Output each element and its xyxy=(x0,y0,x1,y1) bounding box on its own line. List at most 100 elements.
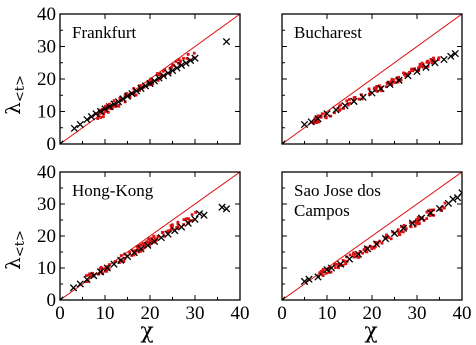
scatter-point xyxy=(182,56,185,60)
series-point xyxy=(195,209,204,218)
scatter-point xyxy=(169,224,173,227)
series-point xyxy=(200,211,208,219)
series-point xyxy=(332,106,340,114)
scatter-point xyxy=(313,116,317,120)
scatter-point xyxy=(389,237,393,241)
scatter-point xyxy=(113,260,117,263)
series-point xyxy=(92,110,100,118)
scatter-point xyxy=(441,205,444,209)
scatter-point xyxy=(169,228,173,232)
series-markers xyxy=(60,37,231,144)
series-point xyxy=(101,105,109,113)
series-point xyxy=(60,140,64,144)
x-tick-label: 40 xyxy=(453,303,472,324)
scatter-point xyxy=(149,79,153,83)
chart-panel-1: 0 10 20 30 40 Frankfurt xyxy=(37,4,241,155)
x-tick-label: 10 xyxy=(318,303,337,324)
scatter-point xyxy=(402,223,406,227)
scatter-point xyxy=(147,240,151,244)
scatter-point xyxy=(392,78,395,82)
series-point xyxy=(137,84,145,93)
scatter-point xyxy=(179,59,182,63)
scatter-point xyxy=(348,101,352,105)
scatter-point xyxy=(425,217,429,221)
scatter-point xyxy=(397,231,401,235)
series-point xyxy=(191,54,199,62)
scatter-point xyxy=(357,255,361,259)
scatter-point xyxy=(112,99,116,103)
scatter-point xyxy=(104,110,108,113)
series-point xyxy=(87,113,96,121)
scatter-point xyxy=(128,95,132,99)
y-tick-label: 30 xyxy=(37,194,56,215)
scatter-point xyxy=(155,72,159,75)
series-point xyxy=(218,203,226,211)
scatter-point xyxy=(385,82,389,85)
scatter-point xyxy=(324,271,328,275)
scatter-point xyxy=(107,263,111,266)
x-tick-label: 30 xyxy=(408,303,427,324)
series-point xyxy=(395,76,403,84)
scatter-point xyxy=(138,84,142,88)
series-markers xyxy=(60,203,231,300)
scatter-point xyxy=(151,82,155,86)
series-point xyxy=(184,219,192,227)
scatter-point xyxy=(147,237,150,241)
scatter-point xyxy=(409,225,413,229)
scatter-point xyxy=(418,64,422,68)
series-point xyxy=(345,255,354,263)
scatter-point xyxy=(364,248,367,252)
scatter-point xyxy=(106,265,110,268)
scatter-point xyxy=(158,72,162,76)
scatter-point xyxy=(333,111,336,115)
scatter-point xyxy=(128,251,132,254)
scatter-point xyxy=(103,269,107,273)
y-tick-label: 0 xyxy=(47,134,57,155)
scatter-point xyxy=(156,235,160,238)
series-point xyxy=(404,72,412,80)
series-point xyxy=(435,204,444,213)
scatter-point xyxy=(387,236,391,239)
scatter-point xyxy=(361,251,365,255)
scatter-cloud xyxy=(311,56,441,125)
scatter-point xyxy=(327,271,331,274)
scatter-point xyxy=(318,271,322,275)
series-point xyxy=(83,115,91,124)
scatter-point xyxy=(141,247,145,250)
reference-line xyxy=(60,172,240,300)
scatter-point xyxy=(125,92,128,95)
series-point xyxy=(110,100,118,108)
x-tick-label: 10 xyxy=(96,303,115,324)
scatter-point xyxy=(348,253,352,257)
scatter-point xyxy=(96,117,100,120)
scatter-point xyxy=(177,58,181,61)
scatter-point xyxy=(333,262,337,266)
series-point xyxy=(390,229,399,238)
scatter-point xyxy=(135,245,139,248)
series-point xyxy=(83,275,91,284)
scatter-point xyxy=(430,59,434,63)
reference-line xyxy=(282,172,462,300)
y-axis-label-main: λ xyxy=(1,257,25,270)
series-point xyxy=(282,296,286,300)
panel-title: Hong-Kong xyxy=(72,181,154,200)
scatter-point xyxy=(188,219,192,222)
scatter-point xyxy=(390,83,394,87)
series-point xyxy=(399,224,408,232)
panel-title: Sao Jose dos xyxy=(294,181,381,200)
panel-title: Frankfurt xyxy=(72,23,136,42)
series-point xyxy=(164,69,172,77)
scatter-point xyxy=(84,274,88,278)
scatter-point xyxy=(378,84,381,88)
scatter-point xyxy=(373,245,377,249)
scatter-point xyxy=(375,241,378,245)
scatter-point xyxy=(338,108,342,112)
series-point xyxy=(186,56,195,65)
series-point xyxy=(164,230,172,238)
scatter-point xyxy=(443,201,447,205)
scatter-point xyxy=(352,96,356,100)
scatter-point xyxy=(337,266,340,270)
scatter-point xyxy=(418,62,422,66)
scatter-point xyxy=(371,245,375,249)
scatter-point xyxy=(145,240,149,244)
